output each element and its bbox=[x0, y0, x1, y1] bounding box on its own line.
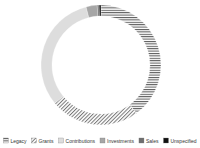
legend-label: Unspecified bbox=[170, 138, 196, 144]
chart: Legacy Grants Contributions Investments Sale… bbox=[0, 0, 200, 148]
legend-label: Investments bbox=[107, 138, 134, 144]
legend-swatch bbox=[139, 138, 144, 143]
legend-swatch bbox=[100, 138, 105, 143]
legend-label: Contributions bbox=[66, 138, 96, 144]
legend-swatch bbox=[59, 138, 64, 143]
legend-label: Grants bbox=[39, 138, 55, 144]
slice bbox=[55, 96, 136, 125]
legend-label: Legacy bbox=[10, 138, 27, 144]
legend-item: Grants bbox=[32, 138, 55, 144]
legend-item: Unspecified bbox=[163, 138, 196, 144]
legend-swatch bbox=[163, 138, 168, 143]
legend-item: Investments bbox=[100, 138, 134, 144]
legend: Legacy Grants Contributions Investments Sale… bbox=[3, 138, 196, 144]
legend-swatch bbox=[32, 138, 37, 143]
slice bbox=[41, 7, 89, 103]
donut bbox=[41, 5, 161, 125]
legend-swatch bbox=[3, 138, 8, 143]
slice bbox=[101, 5, 161, 114]
legend-item: Contributions bbox=[59, 138, 96, 144]
legend-label: Sales bbox=[146, 138, 159, 144]
slice bbox=[86, 5, 98, 17]
legend-item: Legacy bbox=[3, 138, 27, 144]
slice bbox=[99, 5, 101, 16]
legend-item: Sales bbox=[139, 138, 159, 144]
